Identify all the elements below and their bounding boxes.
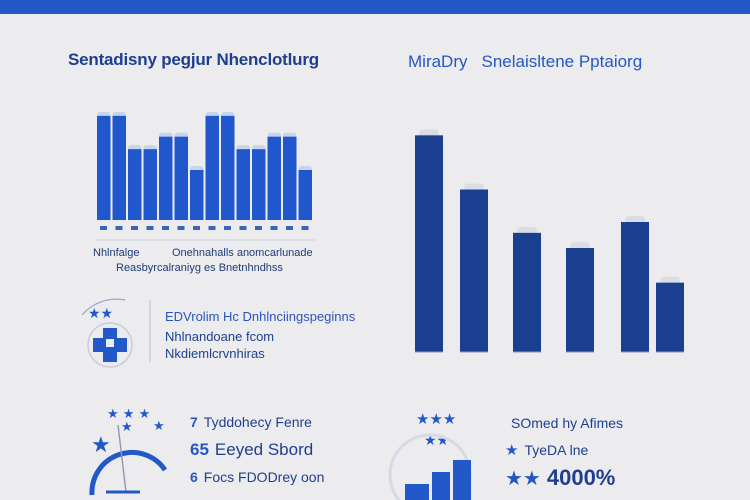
stat-row-1-text: Tyddohecy Fenre: [203, 414, 312, 430]
left-chart-title: Sentadisny pegjur Nhenclotlurg: [68, 50, 319, 69]
stat-row-2-text: Eeyed Sbord: [214, 440, 314, 459]
left-bar: [159, 136, 173, 220]
right-stat-row-2-lead: ★: [505, 442, 519, 459]
right-bar: [513, 232, 541, 352]
right-title-rest: Snelaisltene Pptaiorg: [481, 52, 643, 71]
right-title-brand: MiraDry: [408, 52, 468, 71]
left-tick-mark: [162, 226, 169, 230]
left-bar: [283, 136, 297, 220]
right-stat-row-3: ★★ 4000%: [505, 465, 615, 491]
info-line-1: EDVrolim Hc Dnhlnciingspeginns: [165, 309, 356, 324]
left-bar: [97, 115, 111, 220]
left-tick-mark: [115, 226, 123, 230]
left-tick-mark: [286, 226, 293, 230]
stat-row-3: 6 Focs FDODrey oon: [190, 469, 324, 485]
left-bar: [112, 115, 126, 220]
left-bar: [252, 149, 266, 220]
stat-row-2-lead: 65: [190, 440, 209, 459]
stat-row-3-lead: 6: [190, 469, 198, 485]
left-tick-mark: [270, 226, 278, 230]
left-bar: [221, 115, 235, 220]
right-stat-row-3-text: 4000%: [546, 465, 616, 490]
top-accent-bar: [0, 0, 750, 14]
right-stat-row-1-text: SOmed hy Afimes: [511, 415, 624, 431]
left-chart-caption-1: Nhlnfalge: [93, 247, 140, 259]
info-line-2: Nhlnandoane fcom: [165, 329, 275, 344]
left-tick-mark: [255, 226, 262, 230]
left-tick-mark: [208, 226, 216, 230]
left-bar: [190, 170, 204, 220]
left-tick-mark: [224, 226, 231, 230]
left-tick-mark: [177, 226, 185, 230]
left-tick-mark: [131, 226, 138, 230]
left-tick-mark: [100, 226, 107, 230]
info-line-3: Nkdiemlcrvnhiras: [165, 346, 265, 361]
left-chart-caption-3: Reasbyrcalraniyg es Bnetnhndhss: [116, 262, 283, 274]
left-bar: [174, 136, 188, 220]
right-extra-bar: [656, 282, 684, 352]
right-chart-title: MiraDry Snelaisltene Pptaiorg: [408, 52, 642, 72]
right-stat-row-2-text: TyeDA lne: [524, 442, 589, 458]
right-bar: [621, 222, 649, 352]
right-bar: [415, 135, 443, 352]
left-tick-mark: [301, 226, 309, 230]
left-tick-mark: [146, 226, 154, 230]
left-bar: [236, 149, 250, 220]
right-bar: [566, 248, 594, 352]
right-stat-row-3-lead: ★★: [505, 468, 541, 490]
right-bar: [460, 189, 488, 352]
stat-row-1: 7 Tyddohecy Fenre: [190, 414, 312, 430]
stat-row-3-text: Focs FDODrey oon: [203, 469, 325, 485]
left-chart-caption-2: Onehnahalls anomcarlunade: [172, 247, 313, 259]
right-stat-row-1: SOmed hy Afimes: [505, 415, 623, 432]
left-bar: [298, 170, 312, 220]
left-bar: [143, 149, 157, 220]
left-tick-mark: [239, 226, 247, 230]
left-bar: [128, 149, 142, 220]
stat-row-1-lead: 7: [190, 414, 198, 430]
stat-row-2: 65 Eeyed Sbord: [190, 440, 313, 460]
right-stat-row-2: ★ TyeDA lne: [505, 441, 588, 459]
left-bar: [205, 115, 219, 220]
left-bar: [267, 136, 281, 220]
left-tick-mark: [193, 226, 200, 230]
